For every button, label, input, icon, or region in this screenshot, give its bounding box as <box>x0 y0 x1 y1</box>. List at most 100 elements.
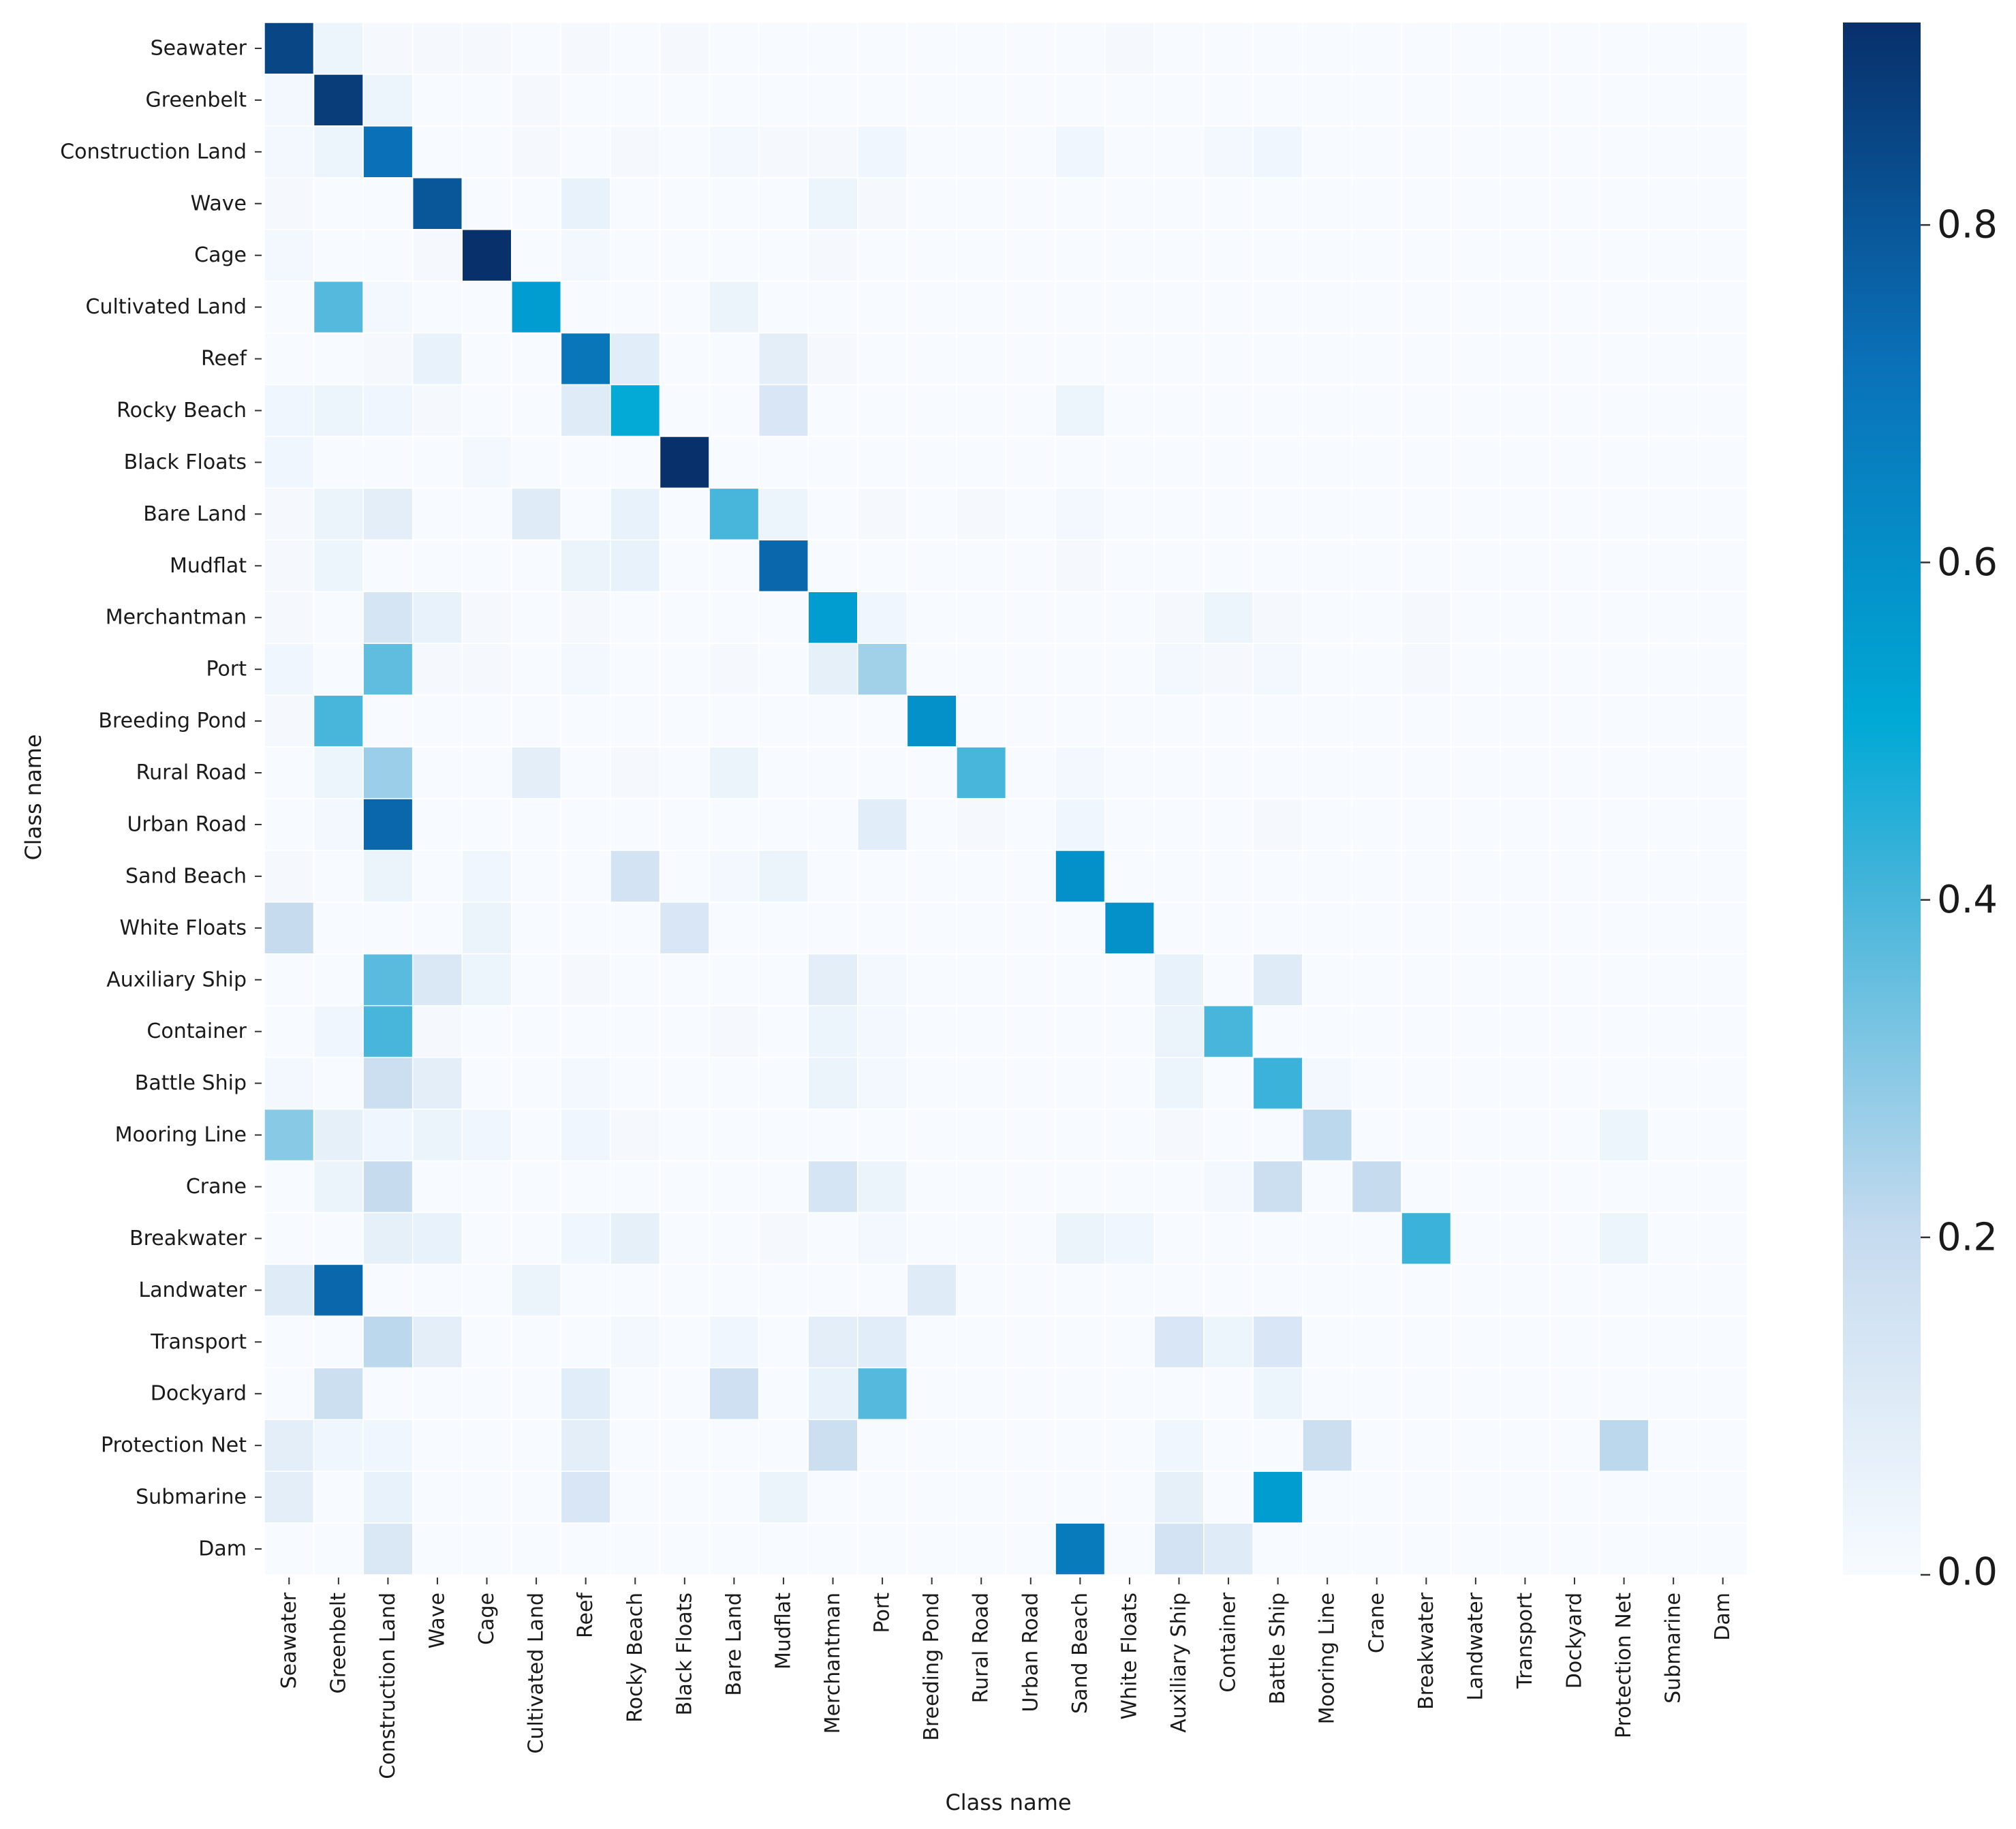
heatmap-cell <box>1302 125 1353 179</box>
heatmap-cell <box>1203 1263 1254 1317</box>
heatmap-cell <box>1549 125 1600 179</box>
heatmap-cell <box>1153 694 1205 748</box>
heatmap-cell <box>610 1471 661 1524</box>
heatmap-cell <box>1302 1419 1353 1472</box>
heatmap-cell <box>412 1367 463 1420</box>
heatmap-cell <box>264 1004 315 1058</box>
y-tick-label: Cultivated Land <box>86 295 247 319</box>
heatmap-cell <box>264 539 315 593</box>
heatmap-cell <box>313 1471 364 1524</box>
heatmap-cell <box>560 228 611 282</box>
heatmap-cell <box>906 643 957 696</box>
heatmap-cell <box>264 1315 315 1369</box>
heatmap-cell <box>1401 746 1452 799</box>
heatmap-cell <box>461 1160 512 1214</box>
heatmap-cell <box>956 1419 1007 1472</box>
heatmap-cell <box>461 1004 512 1058</box>
heatmap-cell <box>1005 953 1056 1006</box>
heatmap-cell <box>1104 591 1155 644</box>
heatmap-cell <box>906 902 957 955</box>
heatmap-cell <box>362 643 414 696</box>
heatmap-cell <box>362 1367 414 1420</box>
heatmap-cell <box>1648 125 1699 179</box>
heatmap-cell <box>1598 1056 1649 1110</box>
heatmap-cell <box>1302 1004 1353 1058</box>
heatmap-cell <box>1302 280 1353 334</box>
heatmap-cell <box>610 902 661 955</box>
heatmap-cell <box>807 384 858 437</box>
heatmap-cell <box>412 435 463 489</box>
heatmap-cell <box>511 22 562 75</box>
heatmap-cell <box>758 1315 809 1369</box>
heatmap-cell <box>956 1212 1007 1265</box>
x-tick-label: Bare Land <box>722 1593 746 1696</box>
heatmap-cell <box>362 74 414 127</box>
heatmap-cell <box>1104 643 1155 696</box>
heatmap-cell <box>313 539 364 593</box>
heatmap-cell <box>1104 435 1155 489</box>
heatmap-cell <box>857 177 908 230</box>
y-tick-label: Crane <box>186 1175 247 1199</box>
heatmap-cell <box>1005 1419 1056 1472</box>
heatmap-cell <box>1203 798 1254 851</box>
heatmap-cell <box>857 1160 908 1214</box>
heatmap-cell <box>758 125 809 179</box>
heatmap-cell <box>412 1160 463 1214</box>
heatmap-cell <box>758 694 809 748</box>
heatmap-cell <box>1203 1367 1254 1420</box>
heatmap-cell <box>659 746 710 799</box>
heatmap-cell <box>511 384 562 437</box>
colorbar-tick-label: 0.2 <box>1937 1215 1998 1259</box>
heatmap-cell <box>1549 1471 1600 1524</box>
heatmap-cell <box>659 384 710 437</box>
heatmap-cell <box>1549 487 1600 541</box>
heatmap-cell <box>264 746 315 799</box>
heatmap-cell <box>412 953 463 1006</box>
heatmap-cell <box>412 1471 463 1524</box>
heatmap-cell <box>1351 1056 1402 1110</box>
heatmap-cell <box>1252 1056 1303 1110</box>
heatmap-cell <box>807 694 858 748</box>
heatmap-cell <box>1549 1419 1600 1472</box>
heatmap-cell <box>1648 643 1699 696</box>
heatmap-cell <box>412 850 463 903</box>
heatmap-cell <box>511 487 562 541</box>
heatmap-cell <box>956 1315 1007 1369</box>
heatmap-cell <box>807 1056 858 1110</box>
heatmap-cell <box>807 280 858 334</box>
heatmap-cell <box>610 1522 661 1576</box>
heatmap-cell <box>659 1471 710 1524</box>
y-tick-label: Protection Net <box>101 1434 247 1458</box>
heatmap-cell <box>1401 1056 1452 1110</box>
heatmap-cell <box>1401 487 1452 541</box>
heatmap-cell <box>1598 1471 1649 1524</box>
heatmap-cell <box>1351 1263 1402 1317</box>
heatmap-cell <box>906 125 957 179</box>
heatmap-cell <box>659 228 710 282</box>
heatmap-cell <box>709 1522 760 1576</box>
heatmap-cell <box>264 591 315 644</box>
heatmap-cell <box>1648 435 1699 489</box>
heatmap-cell <box>362 850 414 903</box>
heatmap-cell <box>1549 1004 1600 1058</box>
heatmap-cell <box>1055 22 1106 75</box>
heatmap-cell <box>1401 1108 1452 1162</box>
heatmap-cell <box>659 591 710 644</box>
heatmap-cell <box>1153 1004 1205 1058</box>
heatmap-cell <box>1104 1108 1155 1162</box>
heatmap-cell <box>1153 1367 1205 1420</box>
heatmap-cell <box>1252 384 1303 437</box>
heatmap-cell <box>1351 1212 1402 1265</box>
heatmap-cell <box>1697 1367 1748 1420</box>
heatmap-cell <box>1055 1522 1106 1576</box>
heatmap-cell <box>906 1056 957 1110</box>
heatmap-cell <box>313 22 364 75</box>
heatmap-cell <box>1598 850 1649 903</box>
heatmap-cell <box>313 902 364 955</box>
heatmap-cell <box>1549 1108 1600 1162</box>
heatmap-cell <box>511 850 562 903</box>
heatmap-cell <box>1648 850 1699 903</box>
x-tick-label: Black Floats <box>672 1593 696 1715</box>
heatmap-cell <box>1104 22 1155 75</box>
heatmap-cell <box>807 125 858 179</box>
